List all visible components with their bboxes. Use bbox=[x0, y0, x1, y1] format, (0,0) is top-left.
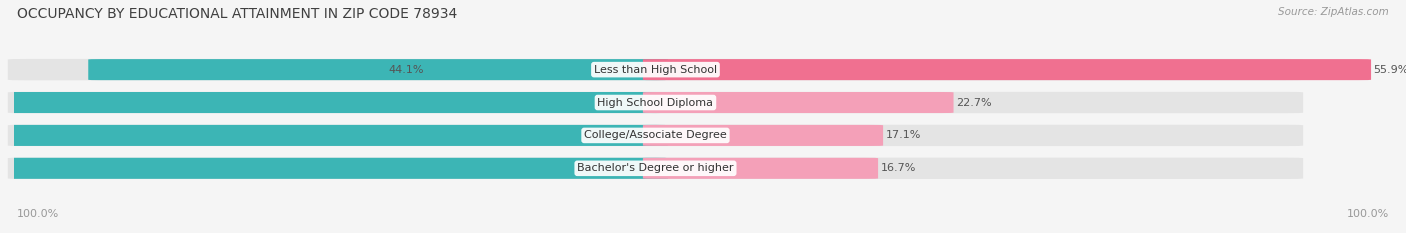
Text: 16.7%: 16.7% bbox=[880, 163, 915, 173]
Text: Bachelor's Degree or higher: Bachelor's Degree or higher bbox=[578, 163, 734, 173]
FancyBboxPatch shape bbox=[0, 92, 668, 113]
Text: Less than High School: Less than High School bbox=[593, 65, 717, 75]
FancyBboxPatch shape bbox=[8, 158, 1303, 179]
FancyBboxPatch shape bbox=[89, 59, 668, 80]
FancyBboxPatch shape bbox=[8, 92, 1303, 113]
FancyBboxPatch shape bbox=[8, 125, 1303, 146]
Text: High School Diploma: High School Diploma bbox=[598, 98, 713, 107]
FancyBboxPatch shape bbox=[0, 158, 668, 179]
FancyBboxPatch shape bbox=[0, 125, 668, 146]
Text: 100.0%: 100.0% bbox=[17, 209, 59, 219]
Text: 22.7%: 22.7% bbox=[956, 98, 991, 107]
FancyBboxPatch shape bbox=[643, 92, 953, 113]
Text: Source: ZipAtlas.com: Source: ZipAtlas.com bbox=[1278, 7, 1389, 17]
Text: 55.9%: 55.9% bbox=[1374, 65, 1406, 75]
Text: College/Associate Degree: College/Associate Degree bbox=[583, 130, 727, 140]
FancyBboxPatch shape bbox=[643, 158, 879, 179]
FancyBboxPatch shape bbox=[643, 59, 1371, 80]
Text: OCCUPANCY BY EDUCATIONAL ATTAINMENT IN ZIP CODE 78934: OCCUPANCY BY EDUCATIONAL ATTAINMENT IN Z… bbox=[17, 7, 457, 21]
FancyBboxPatch shape bbox=[643, 125, 883, 146]
Text: 100.0%: 100.0% bbox=[1347, 209, 1389, 219]
Text: 17.1%: 17.1% bbox=[886, 130, 921, 140]
FancyBboxPatch shape bbox=[8, 59, 1303, 80]
Text: 44.1%: 44.1% bbox=[388, 65, 423, 75]
